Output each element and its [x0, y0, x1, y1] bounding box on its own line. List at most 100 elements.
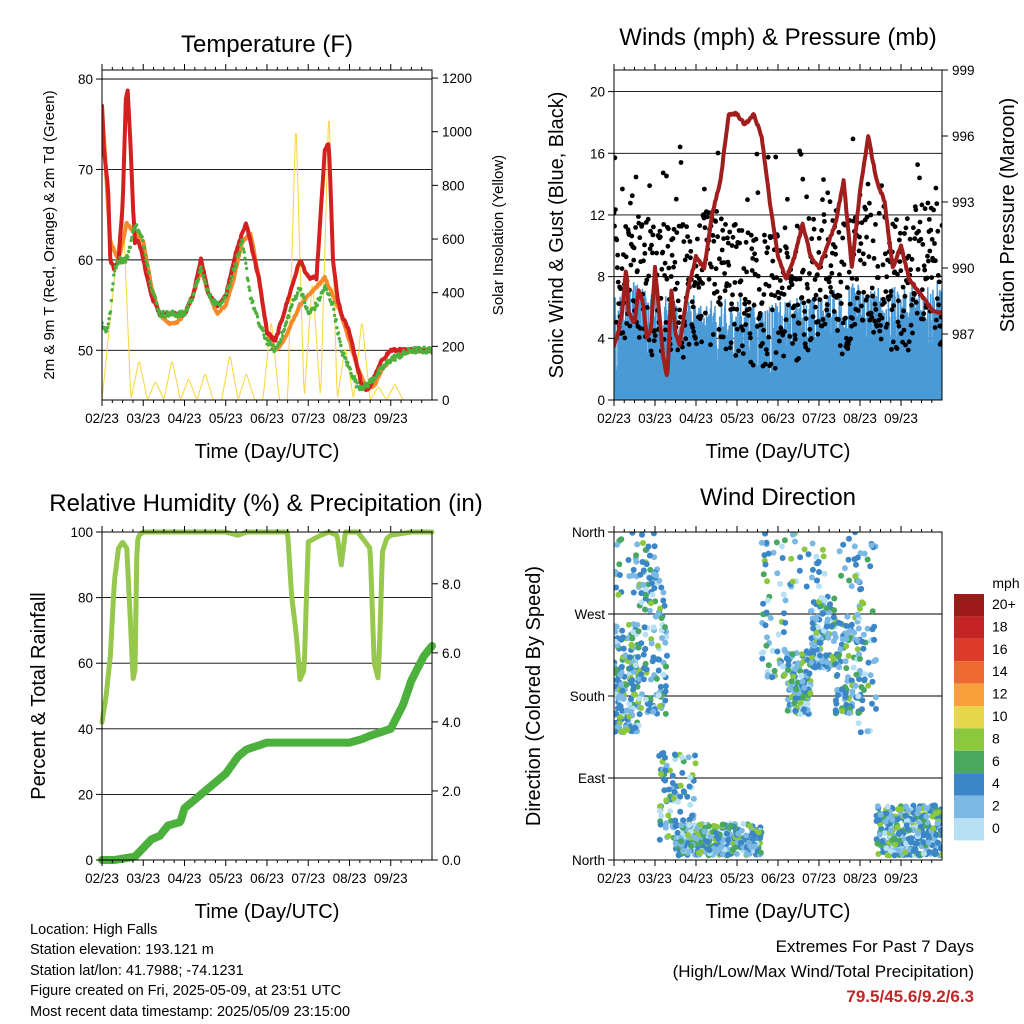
gust-point	[815, 331, 821, 337]
gust-point	[642, 242, 647, 248]
direction-point	[760, 649, 767, 656]
dewpoint-point	[303, 300, 307, 305]
gust-point	[727, 345, 733, 351]
dewpoint-point	[186, 305, 191, 310]
gust-point	[741, 266, 747, 271]
direction-point	[926, 849, 933, 855]
direction-point	[824, 659, 830, 665]
direction-point	[669, 780, 676, 786]
direction-point	[763, 642, 770, 649]
y2-tick-label: 8.0	[442, 577, 461, 592]
gust-point	[796, 321, 802, 326]
direction-point	[889, 837, 896, 843]
colorbar-swatch	[954, 594, 984, 617]
x-tick-label: 04/23	[168, 411, 202, 426]
gust-point	[876, 210, 882, 216]
y-tick-label: 80	[78, 591, 93, 606]
x-tick-label: 03/23	[638, 411, 672, 426]
direction-point	[932, 810, 939, 817]
gust-point	[732, 321, 737, 327]
direction-point	[614, 584, 620, 591]
temperature-series	[102, 88, 432, 400]
gust-point	[711, 238, 717, 244]
gust-point	[915, 267, 921, 272]
direction-point	[670, 795, 677, 802]
direction-point	[835, 653, 842, 660]
direction-point	[839, 636, 846, 643]
dewpoint-point	[377, 371, 382, 375]
direction-point	[651, 543, 658, 550]
gust-point	[718, 216, 724, 222]
direction-point	[808, 635, 815, 642]
gust-point	[811, 216, 816, 222]
dewpoint-point	[197, 270, 202, 274]
gust-point	[662, 273, 667, 278]
gust-point	[714, 209, 719, 214]
gust-point	[850, 136, 856, 142]
dewpoint-point	[244, 266, 249, 271]
gust-point	[861, 289, 867, 295]
direction-point	[686, 816, 693, 823]
gust-point	[745, 230, 751, 236]
gust-point	[673, 196, 679, 202]
direction-point	[773, 539, 780, 546]
direction-point	[896, 837, 903, 844]
x-tick-label: 05/23	[209, 411, 243, 426]
gust-point	[615, 279, 621, 285]
direction-point	[719, 821, 726, 828]
gust-point	[873, 222, 878, 227]
direction-point	[887, 827, 894, 834]
dewpoint-point	[352, 374, 356, 379]
gust-point	[628, 262, 634, 268]
direction-point	[836, 664, 843, 671]
gust-point	[762, 232, 767, 238]
gust-point	[688, 255, 693, 261]
gust-point	[817, 287, 823, 293]
gust-point	[917, 175, 922, 181]
gust-point	[860, 317, 866, 323]
direction-point	[820, 553, 827, 560]
gust-point	[761, 327, 766, 333]
gust-point	[659, 266, 665, 272]
gust-point	[787, 333, 793, 339]
temperature-title: Temperature (F)	[181, 31, 353, 58]
direction-point	[848, 621, 855, 628]
gust-point	[746, 313, 751, 318]
direction-point	[864, 728, 871, 735]
y2-tick-label: 200	[442, 339, 465, 354]
gust-point	[901, 308, 906, 314]
gust-point	[911, 225, 916, 231]
x-tick-label: 04/23	[679, 411, 713, 426]
gust-point	[922, 267, 928, 273]
gust-point	[882, 251, 888, 257]
x-tick-label: 09/23	[884, 871, 918, 886]
direction-point	[640, 567, 647, 574]
dewpoint-point	[249, 296, 253, 300]
gust-point	[648, 228, 653, 234]
dewpoint-point	[145, 263, 150, 268]
y2-tick-label: 999	[952, 63, 975, 78]
gust-point	[928, 227, 934, 233]
gust-point	[743, 239, 749, 245]
direction-point	[903, 803, 909, 810]
gust-point	[762, 239, 768, 244]
gust-point	[682, 257, 688, 263]
gust-point	[805, 347, 811, 353]
dewpoint-point	[302, 296, 306, 300]
direction-point	[803, 583, 810, 590]
gust-point	[784, 250, 790, 256]
gust-point	[645, 216, 651, 222]
direction-point	[836, 548, 843, 555]
direction-point	[867, 563, 874, 570]
direction-point	[834, 686, 841, 693]
dewpoint-point	[229, 279, 233, 283]
dewpoint-point	[151, 290, 155, 294]
direction-point	[795, 660, 801, 667]
gust-point	[929, 237, 935, 242]
direction-point	[934, 820, 941, 827]
gust-point	[817, 297, 823, 302]
direction-point	[757, 849, 764, 856]
direction-point	[640, 676, 647, 683]
gust-point	[836, 229, 842, 235]
dewpoint-point	[183, 312, 187, 316]
